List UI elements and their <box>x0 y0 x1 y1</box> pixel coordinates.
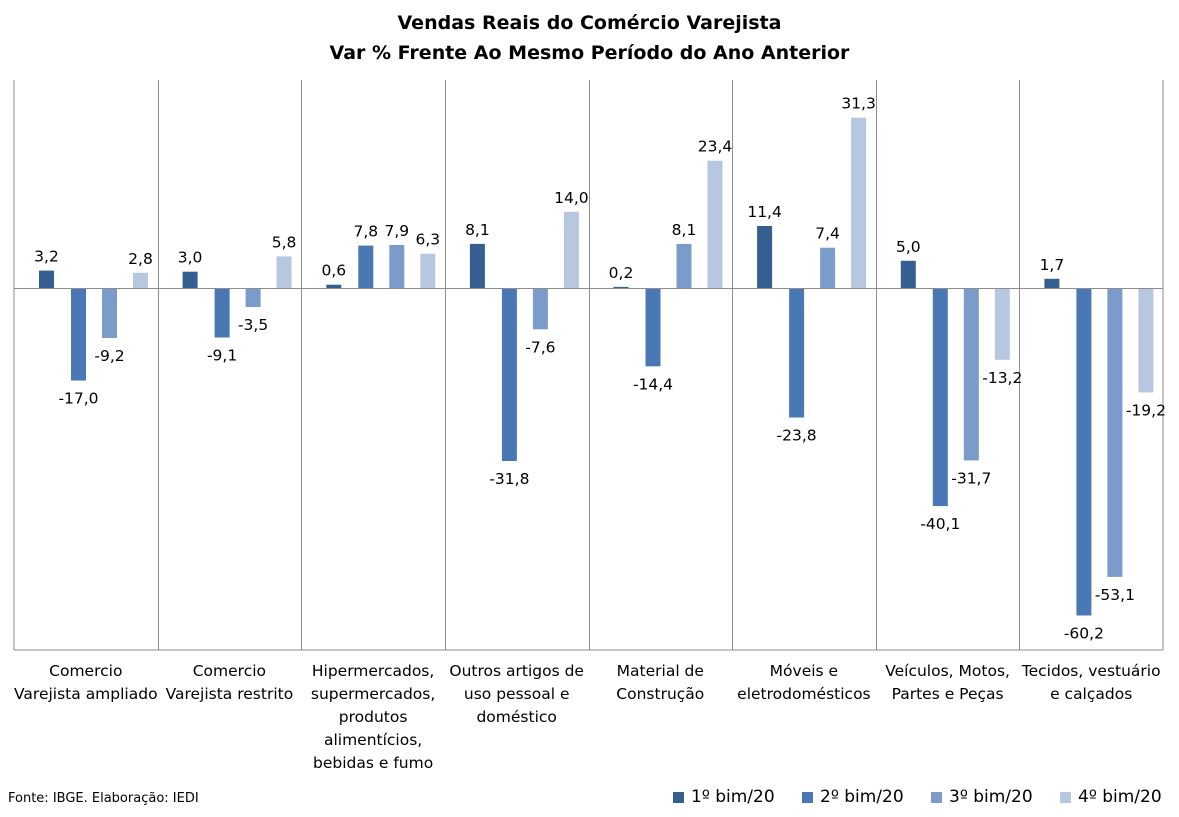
bar <box>676 243 692 288</box>
category-label: Outros artigos de uso pessoal e doméstic… <box>449 662 584 726</box>
data-label: -31,8 <box>489 470 529 488</box>
data-label: 7,8 <box>353 223 378 241</box>
bar <box>358 245 374 288</box>
category-label: Móveis e eletrodomésticos <box>737 662 871 703</box>
data-label: -14,4 <box>633 375 673 393</box>
data-label: -53,1 <box>1095 586 1135 604</box>
bar <box>245 288 261 307</box>
data-label: -31,7 <box>951 469 991 487</box>
legend-swatch <box>1060 791 1071 803</box>
data-label: -19,2 <box>1126 401 1166 419</box>
bar <box>900 260 916 288</box>
legend-label: 4º bim/20 <box>1078 787 1162 807</box>
category-label: Tecidos, vestuário e calçados <box>1021 662 1161 703</box>
data-label: 6,3 <box>415 231 440 249</box>
bar <box>851 117 867 288</box>
bar <box>214 288 230 338</box>
data-label: -60,2 <box>1064 625 1104 643</box>
data-label: 3,2 <box>34 248 59 266</box>
bar <box>757 226 773 288</box>
bar <box>182 271 198 288</box>
bar <box>71 288 86 381</box>
bar <box>469 243 485 288</box>
bar <box>563 211 579 288</box>
legend-item: 1º bim/20 <box>673 787 775 807</box>
data-label: -17,0 <box>58 390 98 408</box>
legend-swatch <box>673 791 684 803</box>
bar <box>1138 288 1154 393</box>
bar <box>39 270 54 288</box>
chart-subtitle: Var % Frente Ao Mesmo Período do Ano Ant… <box>329 42 850 64</box>
data-label: -7,6 <box>525 338 555 356</box>
data-label: 7,9 <box>384 222 409 240</box>
data-label: 5,0 <box>896 238 921 256</box>
bar <box>133 272 148 288</box>
category-label: Hipermercados, supermercados, produtos a… <box>310 662 436 772</box>
legend-swatch <box>802 791 813 803</box>
data-label: 23,4 <box>698 138 733 156</box>
category-label: Veículos, Motos, Partes e Peças <box>885 662 1010 703</box>
data-label: 1,7 <box>1040 256 1065 274</box>
bar <box>276 256 292 288</box>
bar <box>532 288 548 330</box>
data-label: -40,1 <box>920 515 960 533</box>
bar <box>613 286 629 288</box>
legend-item: 2º bim/20 <box>802 787 904 807</box>
data-label: 11,4 <box>747 203 782 221</box>
data-label: 31,3 <box>841 95 876 113</box>
data-label: 8,1 <box>672 221 697 239</box>
bar <box>1044 278 1060 288</box>
data-label: -23,8 <box>777 427 817 445</box>
legend-item: 3º bim/20 <box>931 787 1033 807</box>
data-label: 5,8 <box>272 233 297 251</box>
data-label: -9,1 <box>207 347 237 365</box>
source-note: Fonte: IBGE. Elaboração: IEDI <box>8 791 199 806</box>
legend-swatch <box>931 791 942 803</box>
bar <box>1107 288 1123 577</box>
bar <box>389 245 405 288</box>
data-label: 8,1 <box>465 221 490 239</box>
data-label: 14,0 <box>554 189 589 207</box>
data-label: 3,0 <box>178 249 203 267</box>
data-label: -13,2 <box>982 369 1022 387</box>
legend-label: 3º bim/20 <box>949 787 1033 807</box>
bar <box>707 160 723 288</box>
bar <box>994 288 1010 360</box>
data-label: 0,6 <box>321 262 346 280</box>
data-label: 0,2 <box>609 264 634 282</box>
category-label: Comercio Varejista restrito <box>165 662 294 703</box>
category-label: Material de Construção <box>616 662 705 703</box>
data-label: -3,5 <box>238 316 268 334</box>
chart-title: Vendas Reais do Comércio Varejista <box>397 12 782 34</box>
bar <box>963 288 979 461</box>
bar <box>789 288 805 418</box>
legend-label: 1º bim/20 <box>691 787 775 807</box>
data-label: -9,2 <box>94 347 124 365</box>
data-label: 2,8 <box>128 250 153 268</box>
bar <box>326 284 342 288</box>
bar <box>102 288 117 338</box>
bar <box>645 288 661 367</box>
bar <box>501 288 517 461</box>
data-label: 7,4 <box>815 225 840 243</box>
bar <box>932 288 948 507</box>
category-label: Comercio Varejista ampliado <box>14 662 158 703</box>
legend-label: 2º bim/20 <box>820 787 904 807</box>
legend-item: 4º bim/20 <box>1060 787 1162 807</box>
bar <box>420 253 436 288</box>
bar <box>820 247 836 288</box>
bar <box>1076 288 1092 616</box>
